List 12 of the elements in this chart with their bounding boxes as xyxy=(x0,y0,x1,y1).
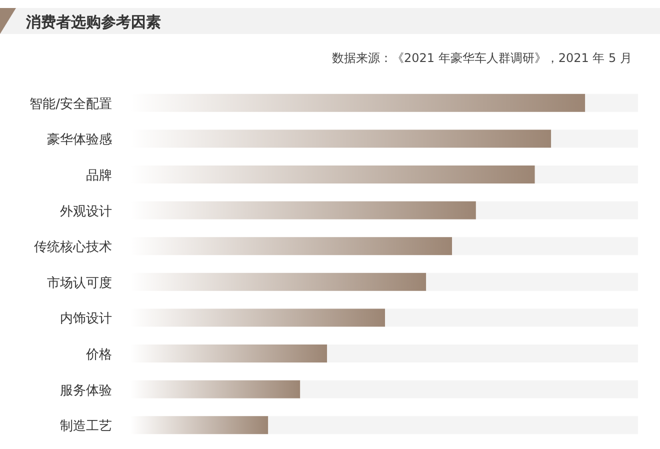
y-tick-label: 智能/安全配置 xyxy=(30,96,112,112)
y-tick-label: 市场认可度 xyxy=(47,274,112,291)
y-tick-label: 服务体验 xyxy=(60,383,112,398)
y-tick-label: 品牌 xyxy=(86,168,112,184)
source-note: 数据来源：《2021 年豪华车人群调研》，2021 年 5 月 xyxy=(332,51,632,65)
y-tick-label: 内饰设计 xyxy=(60,312,112,327)
chart-title: 消费者选购参考因素 xyxy=(25,13,161,31)
y-tick-label: 豪华体验感 xyxy=(47,132,112,148)
y-tick-label: 外观设计 xyxy=(60,204,112,220)
y-tick-label: 制造工艺 xyxy=(60,419,112,434)
y-tick-label: 价格 xyxy=(85,348,112,362)
y-tick-label: 传统核心技术 xyxy=(34,239,112,256)
